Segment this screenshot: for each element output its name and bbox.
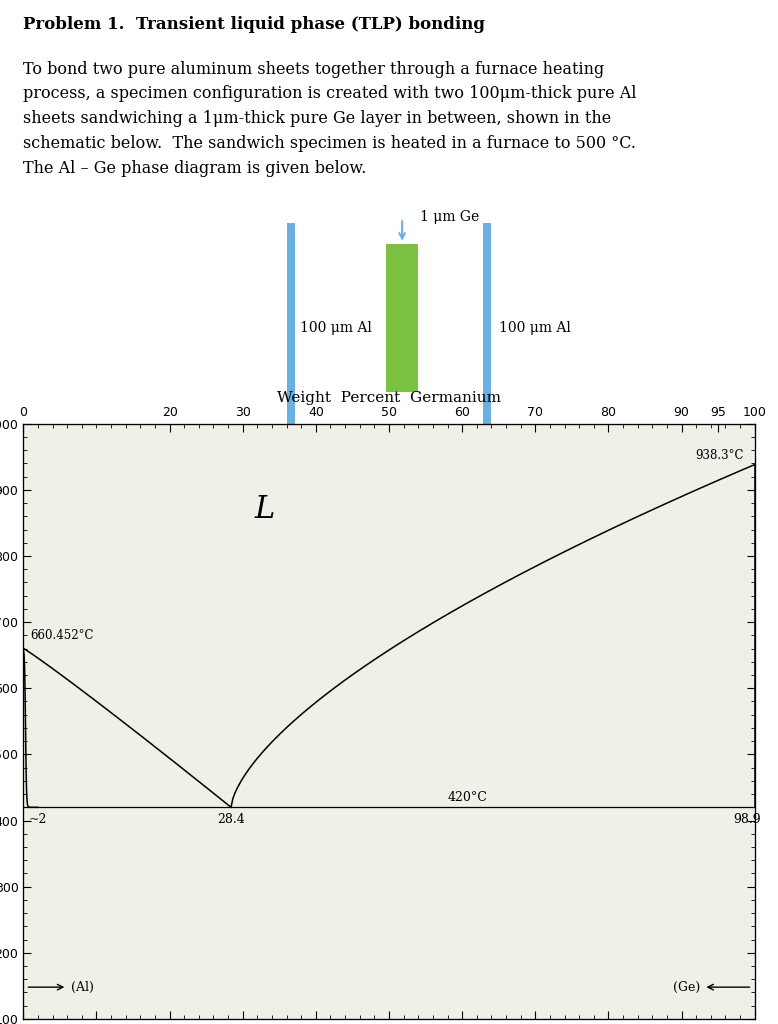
Text: (Ge): (Ge) <box>672 981 699 993</box>
Text: 1 μm Ge: 1 μm Ge <box>420 210 480 224</box>
Text: 100 μm Al: 100 μm Al <box>499 322 571 336</box>
Text: 660.452°C: 660.452°C <box>30 629 94 642</box>
Text: 100 μm Al: 100 μm Al <box>300 322 373 336</box>
Bar <box>386 244 419 392</box>
Text: To bond two pure aluminum sheets together through a furnace heating
process, a s: To bond two pure aluminum sheets togethe… <box>23 60 637 177</box>
Text: 420°C: 420°C <box>447 791 487 804</box>
Text: Problem 1.  Transient liquid phase (TLP) bonding: Problem 1. Transient liquid phase (TLP) … <box>23 16 485 34</box>
Bar <box>286 222 296 424</box>
Text: (Al): (Al) <box>71 981 94 993</box>
Text: 28.4: 28.4 <box>217 813 245 825</box>
Text: L: L <box>254 495 275 525</box>
Text: 938.3°C: 938.3°C <box>696 450 744 462</box>
X-axis label: Weight  Percent  Germanium: Weight Percent Germanium <box>277 391 501 404</box>
Bar <box>482 222 492 424</box>
Text: ~2: ~2 <box>29 813 47 825</box>
Text: 98.9: 98.9 <box>733 813 760 825</box>
